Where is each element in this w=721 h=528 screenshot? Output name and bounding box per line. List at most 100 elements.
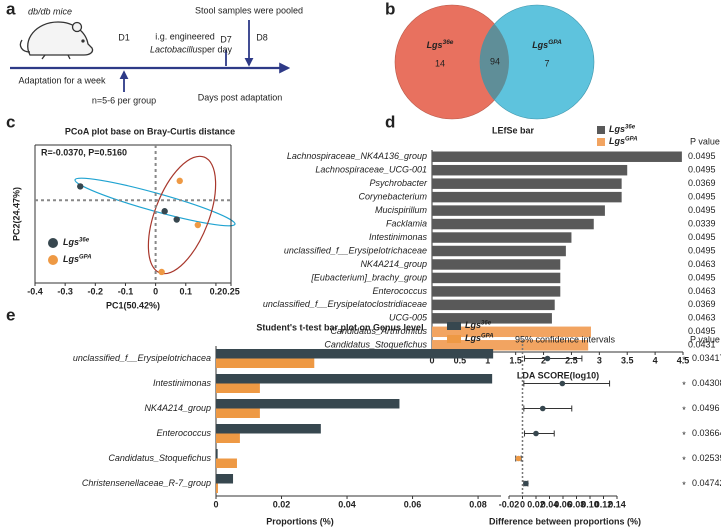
x-tick-label: 0.08 — [568, 499, 586, 509]
legend-marker — [48, 238, 58, 248]
x-tick-label: 1 — [485, 355, 490, 365]
bar — [216, 458, 237, 468]
name-sup: GPA — [548, 39, 562, 46]
panel-label: d — [385, 112, 395, 131]
p-value: 0.03664 — [692, 428, 721, 438]
name: Lgs — [63, 254, 79, 264]
x-tick-label: 0.04 — [338, 499, 356, 509]
legend-label: LgsGPA — [63, 254, 92, 264]
x-tick-label: 0 — [213, 499, 218, 509]
bar — [216, 424, 321, 434]
bar — [432, 191, 622, 203]
significance: * — [682, 430, 686, 440]
x-axis-label: Proportions (%) — [266, 516, 334, 526]
category-label: unclassified_f__Erysipelotrichaceae — [284, 245, 427, 255]
x-tick-label: 0 — [520, 499, 525, 509]
bar — [432, 232, 572, 243]
x-tick-label: 3 — [597, 355, 602, 365]
x-tick-label: 0 — [153, 286, 158, 296]
category-label: Candidatus_Stoquefichus — [108, 453, 211, 463]
chart-title: Student's t-test bar plot on Genus level — [256, 322, 423, 332]
bar — [432, 299, 555, 311]
x-tick-label: -0.4 — [27, 286, 43, 296]
p-value: 0.0463 — [688, 286, 716, 296]
significance: * — [682, 455, 686, 465]
p-value: 0.0431 — [688, 340, 716, 350]
bar — [432, 151, 682, 162]
confidence-ellipse — [74, 177, 236, 227]
x-tick-label: 0.02 — [273, 499, 291, 509]
x-tick-label: -0.1 — [118, 286, 134, 296]
category-label: Candidatus_Arthromitus — [330, 326, 427, 336]
bar — [216, 474, 234, 484]
bar — [432, 245, 566, 257]
chart-title: PCoA plot base on Bray-Curtis distance — [65, 126, 235, 136]
n-label: n=5-6 per group — [92, 95, 156, 105]
category-label: Intestinimonas — [369, 232, 428, 242]
category-label: NK4A214_group — [360, 259, 427, 269]
category-label: Mucispirillum — [375, 205, 428, 215]
bar — [432, 313, 552, 324]
p-value: 0.04742 — [692, 478, 721, 488]
p-value: 0.0463 — [688, 313, 716, 323]
venn-count: 94 — [490, 56, 500, 66]
point — [544, 355, 551, 362]
day-label: D8 — [256, 32, 268, 42]
bar — [432, 205, 605, 216]
point — [176, 177, 183, 185]
x-tick-label: 1.5 — [509, 355, 522, 365]
name-sup: 36e — [79, 237, 90, 243]
p-value: 0.0369 — [688, 299, 716, 309]
category-label: UCG-005 — [389, 313, 428, 323]
bar — [216, 433, 240, 443]
bar — [216, 358, 315, 368]
category-label: Candidatus_Stoquefichus — [324, 340, 427, 350]
name: Lgs — [532, 40, 548, 50]
x-axis-label: LDA SCORE(log10) — [517, 370, 599, 380]
x-tick-label: 0.25 — [222, 286, 240, 296]
category-label: NK4A214_group — [144, 403, 211, 413]
legend-label: Lgs36e — [465, 320, 492, 330]
day-label: D7 — [220, 34, 232, 44]
point — [523, 480, 529, 487]
legend-marker — [597, 138, 605, 146]
name-sup: 36e — [481, 320, 492, 326]
venn-count: 14 — [435, 58, 445, 68]
legend-label: Lgs36e — [609, 124, 636, 134]
venn-set-label: LgsGPA — [532, 39, 562, 51]
category-label: unclassified_f__Erysipelatoclostridiacea… — [263, 299, 427, 309]
panel-label: b — [385, 0, 395, 18]
chart-title: LEfSe bar — [492, 125, 535, 135]
name: Lgs — [465, 333, 481, 343]
point — [194, 221, 202, 229]
bar — [216, 399, 400, 409]
legend-marker — [447, 322, 461, 330]
venn-count: 7 — [544, 58, 549, 68]
name-sup: GPA — [625, 136, 638, 142]
x-tick-label: 0.1 — [180, 286, 193, 296]
category-label: Facklamia — [386, 218, 427, 228]
panel-label: e — [6, 305, 15, 324]
category-label: [Eubacterium]_brachy_group — [310, 272, 427, 282]
bar — [432, 340, 589, 351]
venn-set-label: Lgs36e — [427, 39, 454, 51]
adaptation-label: Adaptation for a week — [18, 75, 106, 85]
annotation: R=-0.0370, P=0.5160 — [41, 147, 127, 157]
p-value: 0.0495 — [688, 151, 716, 161]
bar — [432, 178, 622, 189]
category-label: Christensenellaceae_R-7_group — [82, 478, 211, 488]
mice-label: db/db mice — [28, 6, 72, 16]
panel-label: c — [6, 112, 15, 131]
p-value: 0.0495 — [688, 272, 716, 282]
category-label: Lachnospiraceae_NK4A136_group — [287, 151, 427, 161]
p-value: 0.0463 — [688, 259, 716, 269]
x-axis-label: PC1(50.42%) — [106, 300, 160, 310]
legend-label: Lgs36e — [63, 237, 90, 247]
point — [559, 380, 566, 387]
name: Lgs — [427, 40, 443, 50]
bar — [432, 286, 561, 297]
panel-label: a — [6, 0, 16, 18]
treatment-label: per day — [202, 44, 233, 54]
p-value: 0.0496 — [692, 403, 720, 413]
bar — [216, 408, 260, 418]
